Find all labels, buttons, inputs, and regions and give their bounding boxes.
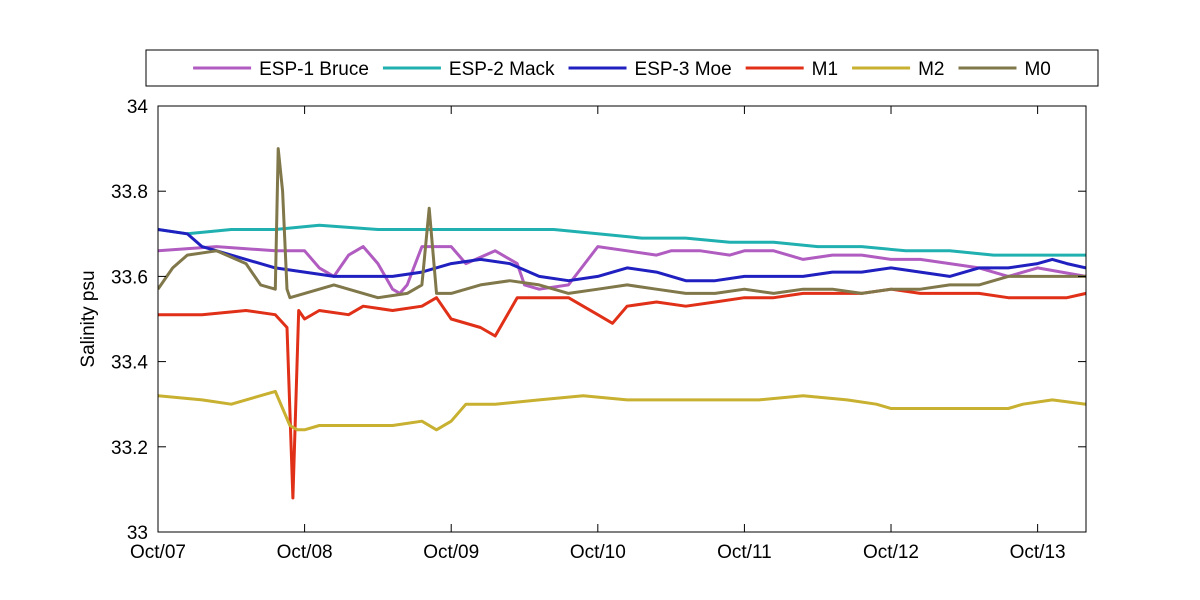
plot-frame <box>157 105 1087 533</box>
legend-label-esp-2-mack: ESP-2 Mack <box>449 59 555 80</box>
x-tick-label: Oct/09 <box>423 542 479 563</box>
series-line-m0 <box>158 147 1086 300</box>
series-layer <box>158 147 1086 500</box>
x-tick-label: Oct/12 <box>863 542 919 563</box>
y-tick-label: 33.6 <box>111 267 148 288</box>
legend-label-m0: M0 <box>1024 59 1050 80</box>
series-line-m1 <box>158 287 1086 500</box>
legend-label-m1: M1 <box>812 59 838 80</box>
y-tick-label: 33.2 <box>111 438 148 459</box>
legend-label-esp-3-moe: ESP-3 Moe <box>635 59 732 80</box>
y-tick-label: 33 <box>127 523 148 544</box>
x-tick-label: Oct/07 <box>130 542 186 563</box>
series-line-esp-1-bruce <box>158 245 1086 295</box>
x-tick-label: Oct/08 <box>277 542 333 563</box>
series-line-esp-3-moe <box>158 228 1086 283</box>
y-axis-label: Salinity psu <box>78 270 99 367</box>
y-tick-label: 34 <box>127 97 149 118</box>
x-tick-label: Oct/13 <box>1010 542 1066 563</box>
y-tick-label: 33.8 <box>111 182 148 203</box>
series-line-m2 <box>158 389 1086 432</box>
axes-layer: Oct/07 Oct/08 Oct/09 Oct/10 Oct/11 Oct/12 Oct/… <box>111 97 1086 563</box>
legend-label-esp-1-bruce: ESP-1 Bruce <box>259 59 369 80</box>
x-tick-label: Oct/10 <box>570 542 626 563</box>
x-tick-label: Oct/11 <box>717 542 772 563</box>
legend: ESP-1 Bruce ESP-2 Mack ESP-3 Moe M1 M2 M0 <box>145 49 1099 87</box>
legend-label-m2: M2 <box>918 59 944 80</box>
y-tick-label: 33.4 <box>111 353 148 374</box>
series-line-esp-2-mack <box>158 223 1086 257</box>
